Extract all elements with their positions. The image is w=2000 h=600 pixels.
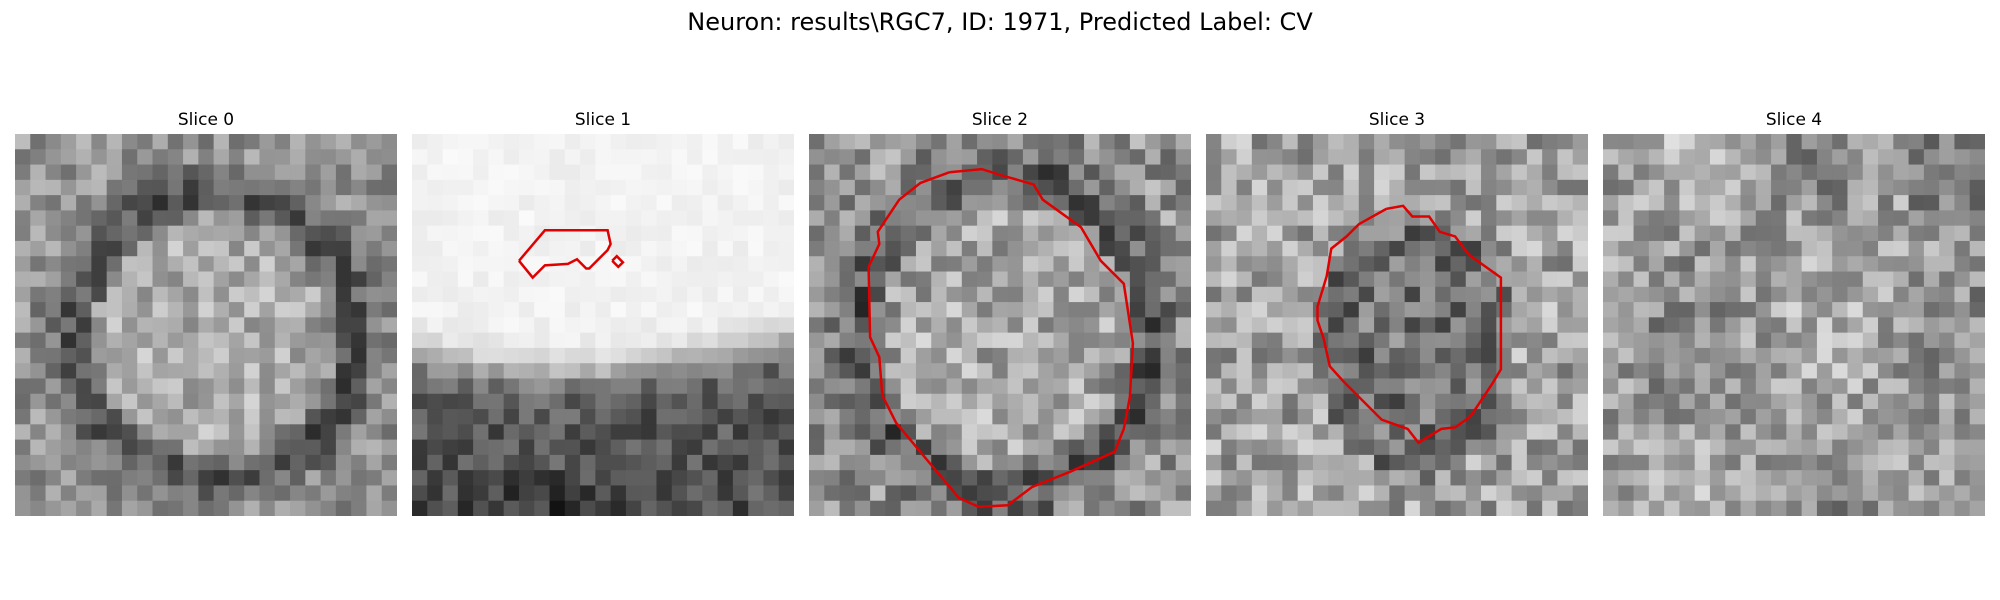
figure-title: Neuron: results\RGC7, ID: 1971, Predicte… xyxy=(687,8,1313,36)
slice-title-1: Slice 1 xyxy=(574,110,632,130)
slice-image-3 xyxy=(1206,134,1588,516)
segmentation-contour-2-0 xyxy=(867,167,1135,509)
slice-panel-2: Slice 2 xyxy=(809,108,1191,516)
slice-title-3: Slice 3 xyxy=(1368,110,1426,130)
slice-image-0 xyxy=(15,134,397,516)
slice-panel-0: Slice 0 xyxy=(15,108,397,516)
slice-panel-3: Slice 3 xyxy=(1206,108,1588,516)
slice-title-2: Slice 2 xyxy=(971,110,1029,130)
slice-panel-4: Slice 4 xyxy=(1603,108,1985,516)
segmentation-contour-3-0 xyxy=(1316,204,1503,445)
segmentation-contour-1-0 xyxy=(518,229,612,280)
slice-panel-1: Slice 1 xyxy=(412,108,794,516)
slice-title-0: Slice 0 xyxy=(177,110,235,130)
slice-image-2 xyxy=(809,134,1191,516)
slice-image-4 xyxy=(1603,134,1985,516)
slice-title-4: Slice 4 xyxy=(1765,110,1823,130)
segmentation-contour-1-1 xyxy=(611,254,625,269)
slice-image-1 xyxy=(412,134,794,516)
